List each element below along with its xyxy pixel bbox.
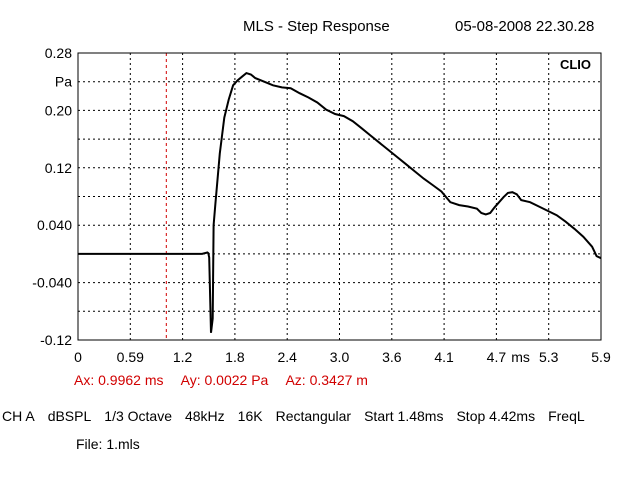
y-tick-labels: 0.28 0.20 0.12 0.040 -0.040 -0.12 bbox=[32, 45, 72, 348]
chart-grid bbox=[78, 53, 601, 340]
y-tick-label: 0.28 bbox=[45, 45, 72, 61]
x-tick-label: 1.2 bbox=[173, 349, 193, 365]
x-tick-label: 4.1 bbox=[434, 349, 454, 365]
timestamp: 05-08-2008 22.30.28 bbox=[455, 18, 595, 35]
y-tick-label: 0.20 bbox=[45, 102, 72, 118]
status-item: dBSPL bbox=[47, 408, 92, 424]
x-tick-label: 5.9 bbox=[591, 349, 611, 365]
clio-badge: CLIO bbox=[560, 57, 591, 72]
y-unit-label: Pa bbox=[55, 74, 72, 90]
y-tick-label: -0.040 bbox=[32, 275, 72, 291]
x-tick-label: 2.4 bbox=[277, 349, 297, 365]
x-tick-labels: 0 0.59 1.2 1.8 2.4 3.0 3.6 4.1 4.7 5.3 5.9 ms bbox=[74, 349, 611, 365]
status-item: FreqL bbox=[548, 408, 585, 424]
status-item: 16K bbox=[237, 408, 263, 424]
x-unit-label: ms bbox=[511, 349, 530, 365]
file-label: File: 1.mls bbox=[76, 436, 140, 452]
cursor-az: Az: 0.3427 m bbox=[285, 372, 368, 388]
cursor-readout: Ax: 0.9962 ms Ay: 0.0022 Pa Az: 0.3427 m bbox=[74, 372, 382, 388]
x-tick-label: 1.8 bbox=[225, 349, 245, 365]
x-tick-label: 3.0 bbox=[330, 349, 350, 365]
x-tick-label: 0 bbox=[74, 349, 82, 365]
status-item: CH A bbox=[2, 408, 35, 424]
y-tick-label: -0.12 bbox=[40, 332, 72, 348]
x-tick-label: 0.59 bbox=[117, 349, 144, 365]
y-tick-label: 0.12 bbox=[45, 160, 72, 176]
status-item: 1/3 Octave bbox=[104, 408, 172, 424]
step-response-curve bbox=[78, 71, 602, 333]
x-tick-label: 3.6 bbox=[382, 349, 402, 365]
settings-status-bar: CH A dBSPL 1/3 Octave 48kHz 16K Rectangular St… bbox=[2, 408, 598, 424]
chart-title: MLS - Step Response bbox=[243, 18, 390, 35]
x-tick-label: 5.3 bbox=[539, 349, 559, 365]
step-response-chart: 0.28 0.20 0.12 0.040 -0.040 -0.12 0 0.59 1.2 1.8… bbox=[32, 45, 611, 365]
status-item: 48kHz bbox=[184, 408, 225, 424]
status-item: Rectangular bbox=[275, 408, 352, 424]
cursor-ax: Ax: 0.9962 ms bbox=[74, 372, 164, 388]
plot-frame bbox=[77, 52, 602, 341]
cursor-ay: Ay: 0.0022 Pa bbox=[180, 372, 269, 388]
y-tick-label: 0.040 bbox=[37, 217, 72, 233]
x-tick-label: 4.7 bbox=[487, 349, 507, 365]
status-item: Stop 4.42ms bbox=[456, 408, 536, 424]
status-item: Start 1.48ms bbox=[364, 408, 444, 424]
